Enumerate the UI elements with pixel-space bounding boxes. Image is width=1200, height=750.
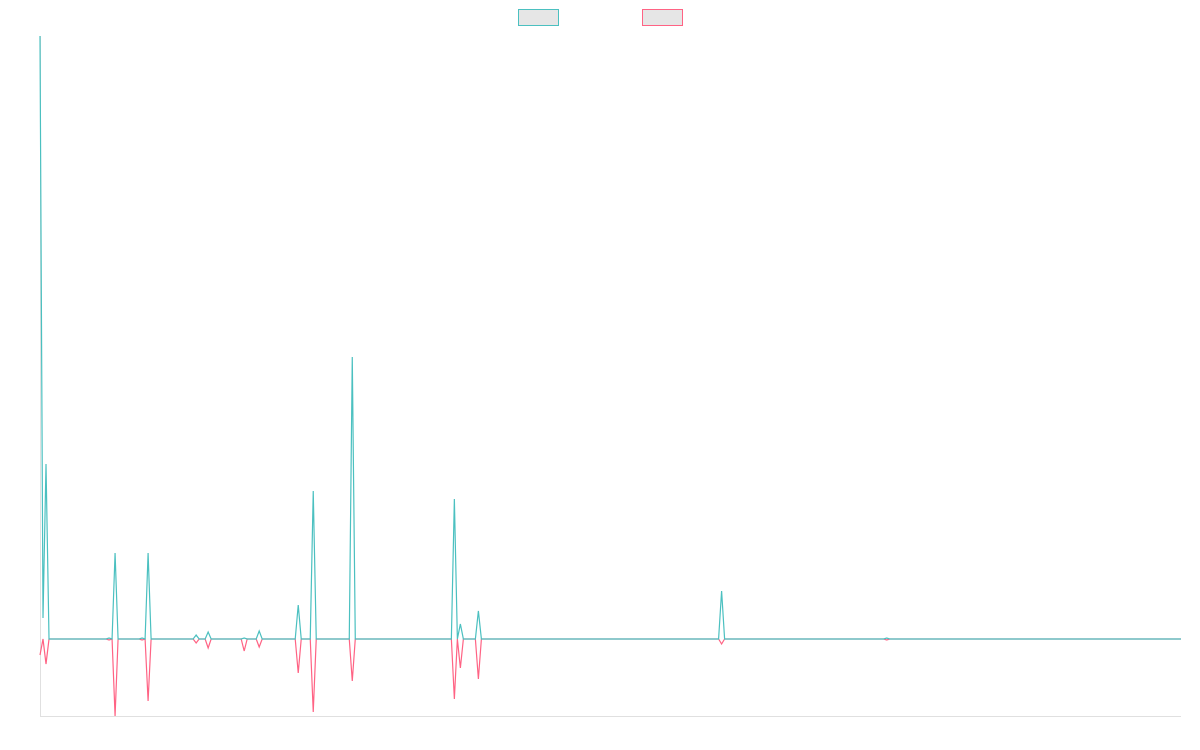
series-line	[39, 35, 1181, 640]
legend-swatch[interactable]	[642, 9, 683, 26]
series-line	[39, 638, 1181, 717]
legend-swatch[interactable]	[518, 9, 559, 26]
